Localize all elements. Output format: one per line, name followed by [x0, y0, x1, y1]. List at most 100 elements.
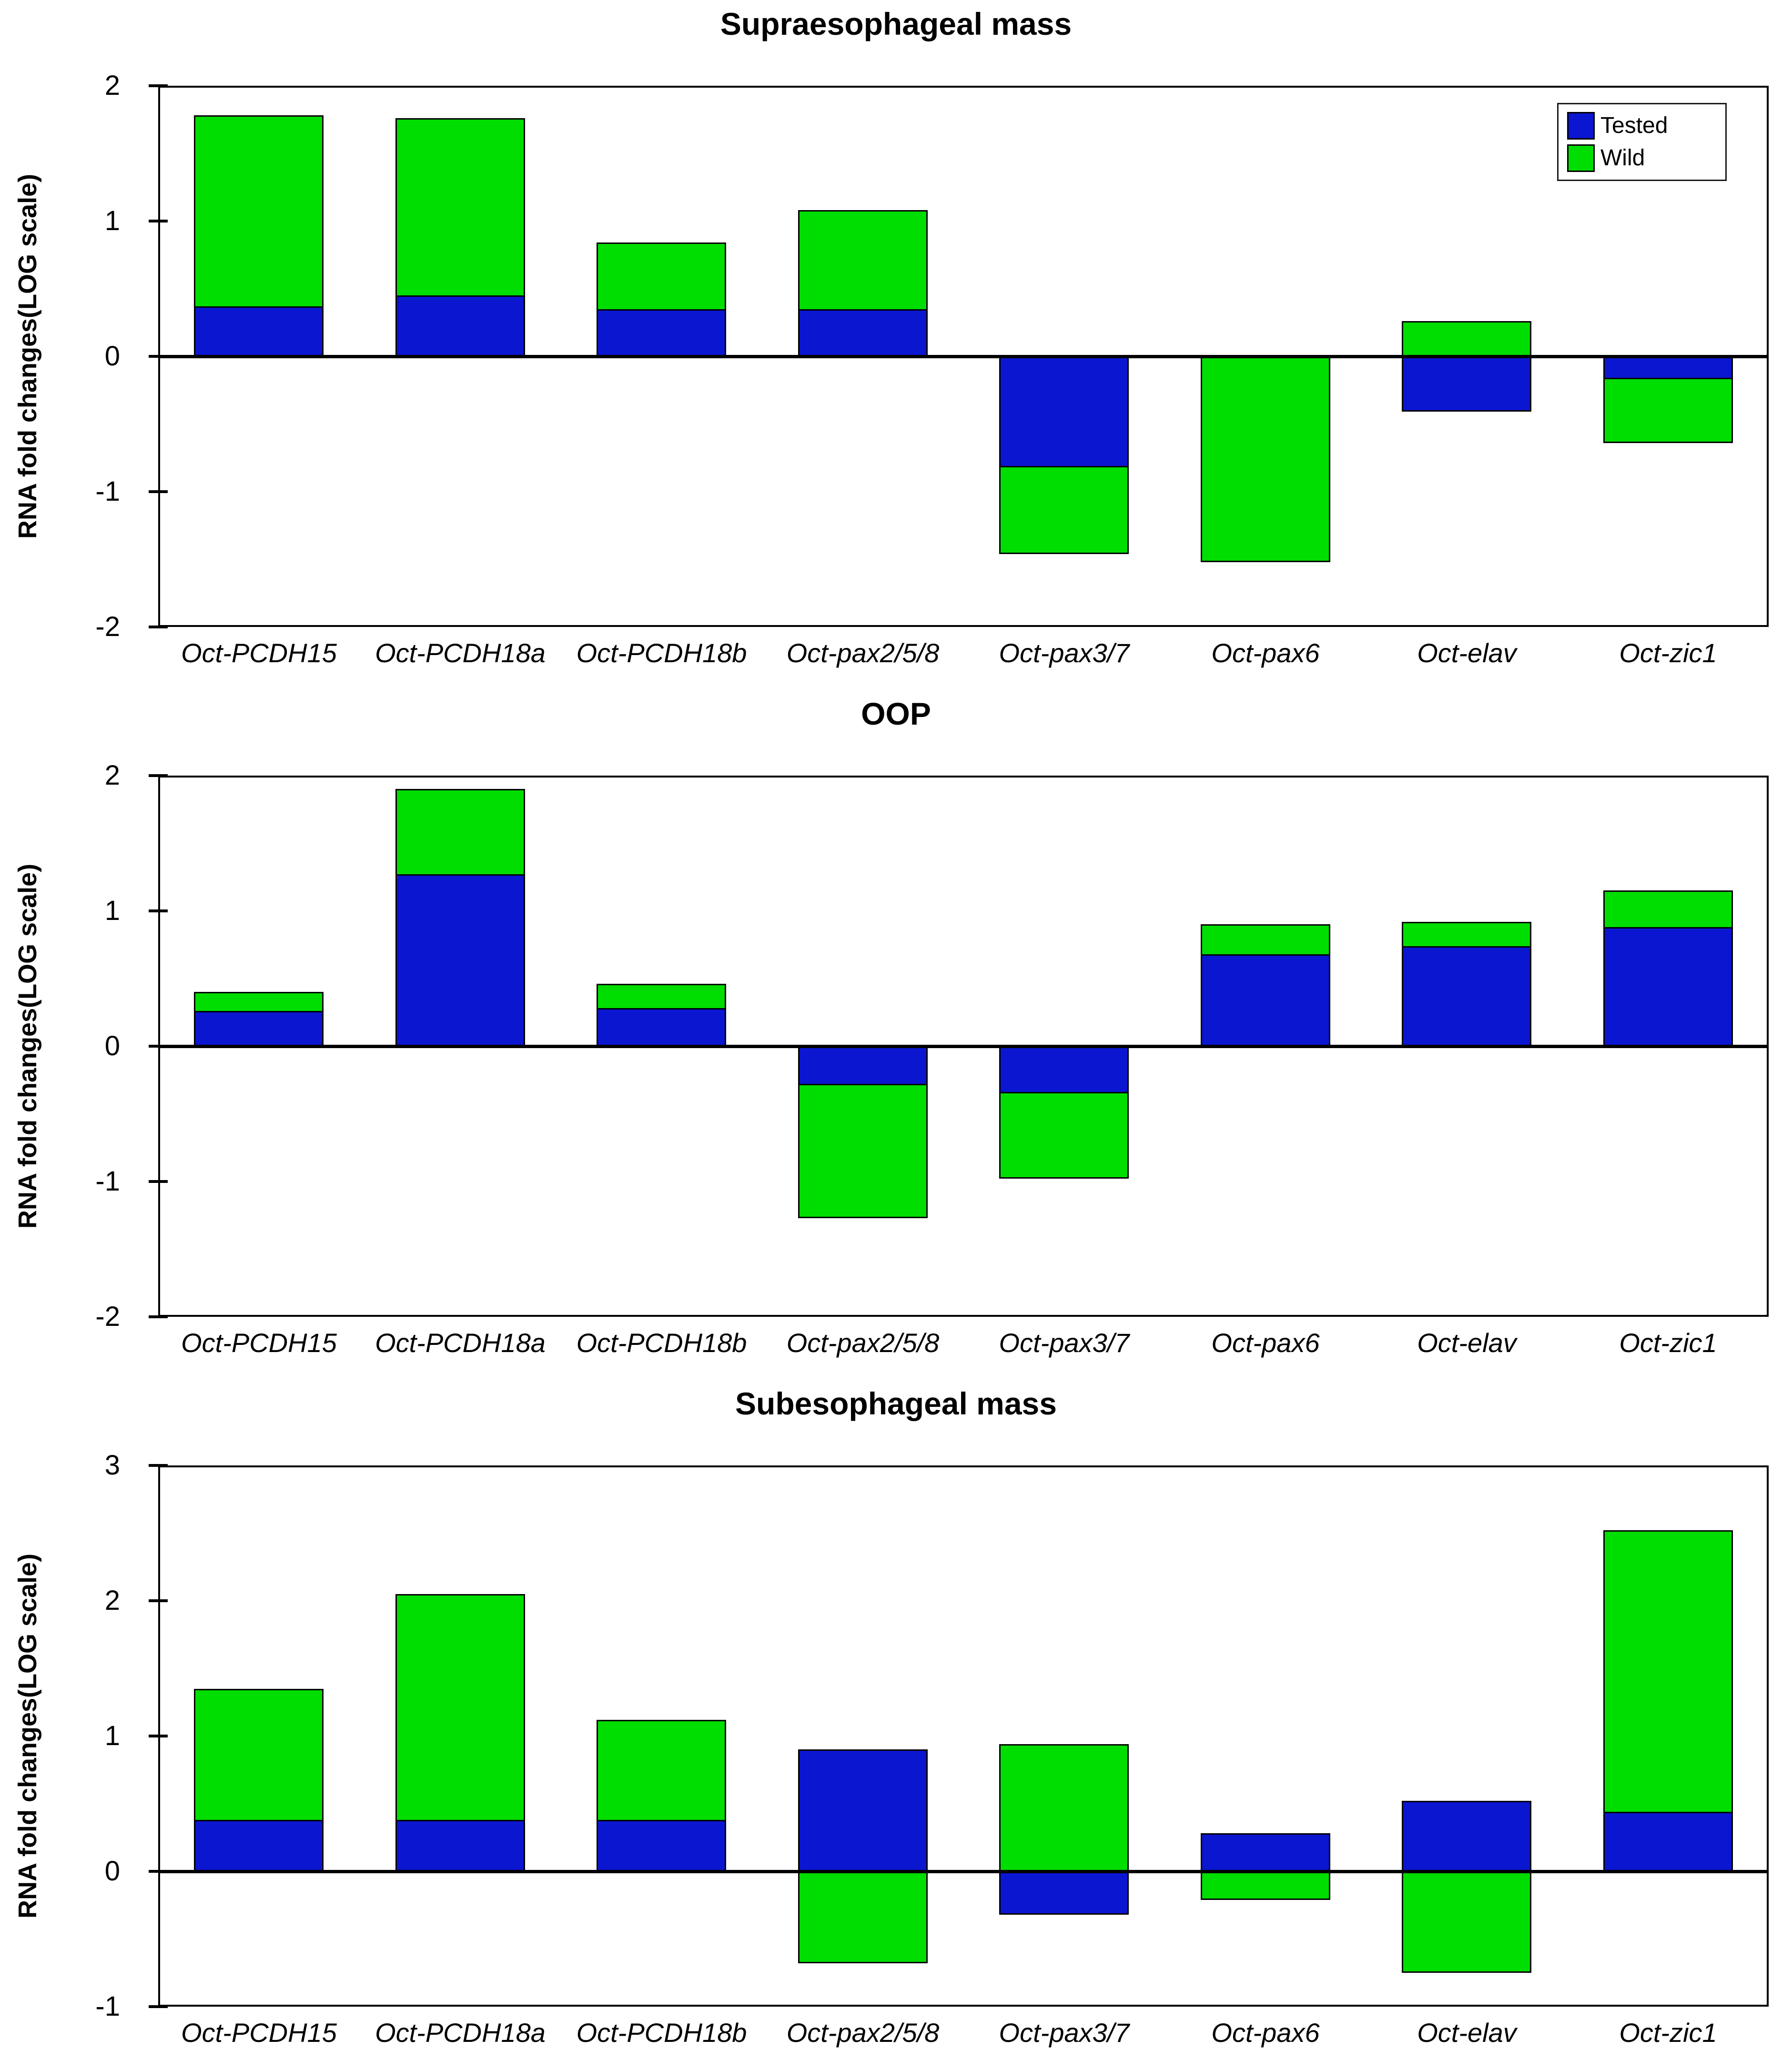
- bar-tested-Oct-PCDH15: [194, 306, 324, 356]
- x-tick-label: Oct-pax6: [1211, 1328, 1320, 1358]
- bar-tested-Oct-pax2/5/8: [798, 309, 928, 356]
- y-axis-title: RNA fold changes(LOG scale): [13, 1553, 42, 1919]
- y-tick-label: 2: [104, 70, 120, 101]
- bar-tested-Oct-PCDH18a: [395, 874, 525, 1046]
- x-tick-label: Oct-PCDH15: [181, 2018, 337, 2048]
- y-tick-mark: [149, 626, 168, 628]
- zero-axis-line: [158, 1870, 1769, 1873]
- bar-tested-Oct-PCDH15: [194, 1011, 324, 1046]
- y-tick-label: 0: [104, 341, 120, 372]
- bar-tested-Oct-elav: [1402, 356, 1532, 412]
- legend-item-wild: Wild: [1567, 144, 1717, 172]
- chart-panel-subesophageal-mass: Subesophageal mass RNA fold changes(LOG …: [0, 1380, 1792, 2070]
- y-tick-label: -1: [95, 1166, 120, 1197]
- x-tick-label: Oct-pax3/7: [999, 2018, 1130, 2048]
- bar-tested-Oct-zic1: [1603, 1812, 1733, 1871]
- bar-tested-Oct-elav: [1402, 1801, 1532, 1871]
- x-tick-label: Oct-pax3/7: [999, 1328, 1130, 1358]
- y-tick-mark: [149, 84, 168, 87]
- x-tick-label: Oct-elav: [1417, 2018, 1517, 2048]
- bar-tested-Oct-pax3/7: [999, 1046, 1129, 1094]
- legend-label-tested: Tested: [1600, 113, 1668, 138]
- chart-title: Supraesophageal mass: [720, 6, 1072, 41]
- bar-tested-Oct-PCDH18b: [597, 1820, 727, 1871]
- x-tick-label: Oct-PCDH18b: [576, 638, 747, 668]
- bar-wild-Oct-pax6: [1200, 356, 1330, 562]
- y-tick-label: 3: [104, 1450, 120, 1481]
- x-tick-label: Oct-pax6: [1211, 638, 1320, 668]
- y-tick-mark: [149, 1180, 168, 1183]
- y-tick-mark: [149, 220, 168, 222]
- bar-tested-Oct-zic1: [1603, 927, 1733, 1046]
- x-tick-label: Oct-PCDH18b: [576, 1328, 747, 1358]
- chart-title: OOP: [861, 696, 931, 731]
- bar-tested-Oct-pax6: [1200, 1833, 1330, 1871]
- bar-tested-Oct-pax3/7: [999, 1871, 1129, 1915]
- y-tick-mark: [149, 2005, 168, 2008]
- bar-tested-Oct-PCDH18b: [597, 309, 727, 356]
- x-tick-label: Oct-elav: [1417, 638, 1517, 668]
- x-tick-label: Oct-pax2/5/8: [786, 638, 940, 668]
- chart-title: Subesophageal mass: [735, 1386, 1057, 1421]
- bar-wild-Oct-elav: [1402, 321, 1532, 356]
- legend-swatch-tested-icon: [1567, 112, 1595, 140]
- legend: Tested Wild: [1557, 103, 1727, 181]
- y-tick-mark: [149, 1315, 168, 1318]
- x-tick-label: Oct-zic1: [1619, 2018, 1717, 2048]
- y-tick-mark: [149, 1599, 168, 1602]
- bar-tested-Oct-PCDH18b: [597, 1008, 727, 1046]
- x-tick-label: Oct-pax2/5/8: [786, 1328, 940, 1358]
- y-tick-label: -2: [95, 611, 120, 642]
- legend-label-wild: Wild: [1600, 145, 1645, 171]
- y-tick-label: -1: [95, 476, 120, 507]
- y-tick-label: 1: [104, 1720, 120, 1751]
- y-tick-mark: [149, 1735, 168, 1737]
- x-tick-label: Oct-PCDH18b: [576, 2018, 747, 2048]
- y-tick-mark: [149, 1464, 168, 1467]
- y-tick-label: -1: [95, 1991, 120, 2022]
- y-tick-label: 1: [104, 205, 120, 236]
- bar-wild-Oct-pax2/5/8: [798, 1871, 928, 1964]
- bar-wild-Oct-pax3/7: [999, 1744, 1129, 1871]
- y-tick-label: 2: [104, 1585, 120, 1616]
- y-tick-mark: [149, 909, 168, 912]
- bar-wild-Oct-pax6: [1200, 1871, 1330, 1900]
- legend-item-tested: Tested: [1567, 112, 1717, 140]
- x-tick-label: Oct-zic1: [1619, 638, 1717, 668]
- zero-axis-line: [158, 1045, 1769, 1048]
- y-tick-label: 0: [104, 1856, 120, 1887]
- bar-tested-Oct-pax2/5/8: [798, 1749, 928, 1871]
- y-axis-title: RNA fold changes(LOG scale): [13, 173, 42, 539]
- x-tick-label: Oct-pax3/7: [999, 638, 1130, 668]
- chart-panel-supraesophageal-mass: Supraesophageal mass RNA fold changes(LO…: [0, 0, 1792, 690]
- x-tick-label: Oct-pax6: [1211, 2018, 1320, 2048]
- y-tick-label: 2: [104, 760, 120, 791]
- x-tick-label: Oct-elav: [1417, 1328, 1517, 1358]
- bar-tested-Oct-pax2/5/8: [798, 1046, 928, 1086]
- chart-panel-oop: OOP RNA fold changes(LOG scale) 2 1 0 -1 -2 O…: [0, 690, 1792, 1380]
- zero-axis-line: [158, 355, 1769, 358]
- bar-tested-Oct-pax6: [1200, 954, 1330, 1046]
- x-tick-label: Oct-zic1: [1619, 1328, 1717, 1358]
- bar-tested-Oct-pax3/7: [999, 356, 1129, 467]
- legend-swatch-wild-icon: [1567, 144, 1595, 172]
- x-tick-label: Oct-pax2/5/8: [786, 2018, 940, 2048]
- x-tick-label: Oct-PCDH15: [181, 1328, 337, 1358]
- x-tick-label: Oct-PCDH18a: [375, 1328, 546, 1358]
- x-tick-label: Oct-PCDH18a: [375, 638, 546, 668]
- y-tick-label: -2: [95, 1301, 120, 1332]
- x-tick-label: Oct-PCDH18a: [375, 2018, 546, 2048]
- bar-tested-Oct-zic1: [1603, 356, 1733, 380]
- bar-tested-Oct-PCDH15: [194, 1820, 324, 1871]
- bar-tested-Oct-PCDH18a: [395, 295, 525, 356]
- y-tick-label: 0: [104, 1030, 120, 1061]
- y-tick-mark: [149, 774, 168, 777]
- x-tick-label: Oct-PCDH15: [181, 638, 337, 668]
- y-axis-title: RNA fold changes(LOG scale): [13, 863, 42, 1229]
- y-tick-label: 1: [104, 895, 120, 926]
- bar-tested-Oct-elav: [1402, 946, 1532, 1046]
- bar-wild-Oct-elav: [1402, 1871, 1532, 1973]
- bar-tested-Oct-PCDH18a: [395, 1820, 525, 1871]
- y-tick-mark: [149, 490, 168, 493]
